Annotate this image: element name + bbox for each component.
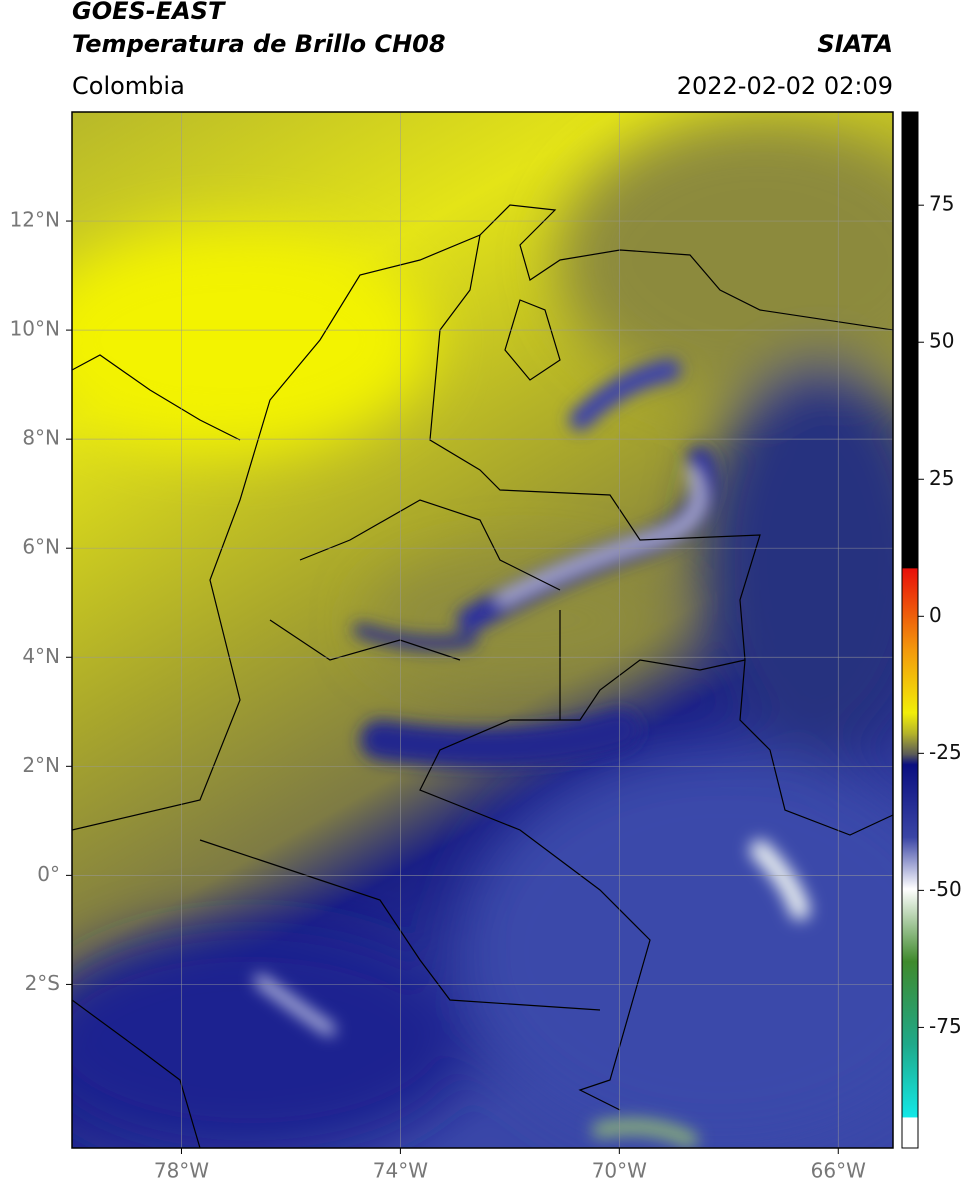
x-tick-label: 74°W bbox=[373, 1159, 428, 1183]
datetime: 2022-02-02 02:09 bbox=[677, 72, 893, 100]
colorbar-tick-label: -25 bbox=[929, 740, 962, 764]
y-tick-label: 10°N bbox=[10, 317, 60, 341]
map-frame bbox=[71, 111, 894, 1149]
y-tick-label: 0° bbox=[37, 862, 60, 886]
colorbar-tick-label: 75 bbox=[929, 192, 954, 216]
y-tick-label: 2°S bbox=[25, 971, 60, 995]
title: GOES-EAST bbox=[72, 0, 226, 25]
satellite-image bbox=[72, 112, 893, 1148]
y-tick-label: 2°N bbox=[22, 753, 60, 777]
y-tick-label: 4°N bbox=[22, 644, 60, 668]
colorbar-tick-label: 0 bbox=[929, 603, 942, 627]
colorbar-tick-label: 50 bbox=[929, 329, 954, 353]
colorbar-tick-label: -50 bbox=[929, 877, 962, 901]
source: SIATA bbox=[817, 30, 893, 58]
y-tick-label: 6°N bbox=[22, 535, 60, 559]
region: Colombia bbox=[72, 72, 185, 100]
colorbar-tick-label: 25 bbox=[929, 466, 954, 490]
y-tick-label: 12°N bbox=[10, 208, 60, 232]
x-tick-label: 66°W bbox=[811, 1159, 866, 1183]
y-tick-label: 8°N bbox=[22, 426, 60, 450]
subtitle: Temperatura de Brillo CH08 bbox=[72, 30, 446, 58]
colorbar-tick-label: -75 bbox=[929, 1014, 962, 1038]
x-tick-label: 70°W bbox=[592, 1159, 647, 1183]
x-tick-label: 78°W bbox=[154, 1159, 209, 1183]
colorbar bbox=[901, 111, 919, 1149]
